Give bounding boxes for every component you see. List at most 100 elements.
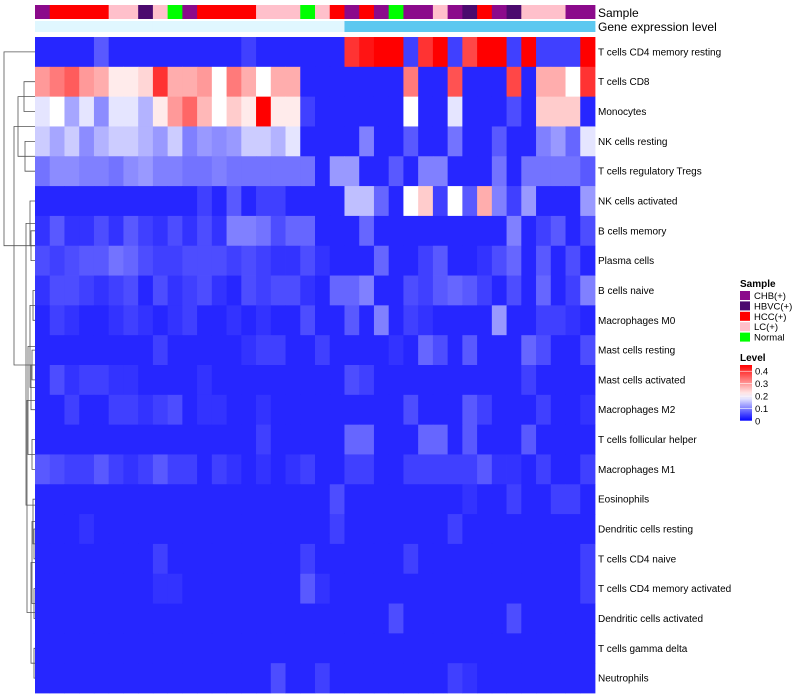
heatmap-cell [197, 96, 213, 127]
heatmap-cell [138, 424, 154, 455]
heatmap-cell [329, 305, 345, 336]
heatmap-cell [123, 663, 139, 694]
heatmap-cell [300, 484, 316, 515]
heatmap-cell [152, 245, 169, 276]
heatmap-cell [418, 126, 434, 157]
heatmap-cell [182, 37, 198, 68]
heatmap-cell [359, 37, 375, 68]
heatmap-cell [432, 633, 449, 664]
heatmap-cell [35, 335, 51, 366]
heatmap-cell [197, 186, 213, 217]
heatmap-cell [300, 603, 316, 634]
heatmap-cell [491, 603, 507, 634]
heatmap-cell [241, 514, 257, 545]
heatmap-cell [138, 514, 154, 545]
heatmap-cell [418, 215, 434, 247]
heatmap-cell [565, 305, 581, 336]
heatmap-cell [108, 454, 124, 485]
heatmap-cell [197, 365, 213, 396]
heatmap-cell [211, 543, 227, 575]
heatmap-cell [462, 514, 478, 545]
heatmap-cell [79, 663, 95, 694]
heatmap-cell [506, 454, 522, 485]
heatmap-cell [536, 66, 552, 98]
heatmap-cell [580, 663, 596, 694]
heatmap-cell [403, 156, 419, 187]
heatmap-cell [521, 126, 537, 157]
sample-annotation-cell [211, 5, 227, 19]
heatmap-cell [226, 37, 242, 68]
heatmap-cell [491, 215, 507, 247]
heatmap-cell [477, 66, 493, 98]
heatmap-cell [565, 514, 581, 545]
heatmap-cell [388, 663, 404, 694]
heatmap-cell [64, 484, 80, 515]
heatmap-cell [565, 394, 581, 426]
heatmap-cell [79, 514, 95, 545]
heatmap-cell [197, 394, 213, 426]
sample-legend-swatch [740, 301, 750, 311]
heatmap-cell [64, 245, 80, 276]
heatmap-cell [285, 335, 301, 366]
row-label: Mast cells resting [598, 346, 675, 357]
heatmap-cell [152, 126, 169, 157]
heatmap-cell [565, 126, 581, 157]
heatmap-cell [64, 186, 80, 217]
heatmap-cell [536, 245, 552, 276]
row-label: Mast cells activated [598, 375, 685, 386]
heatmap-cell [79, 66, 95, 98]
heatmap-cell [79, 394, 95, 426]
heatmap-cell [182, 454, 198, 485]
sample-annotation-cell [300, 5, 316, 19]
heatmap-cell [418, 365, 434, 396]
heatmap-cell [536, 186, 552, 217]
heatmap-cell [93, 66, 110, 98]
row-label: Plasma cells [598, 256, 654, 267]
dendrogram-branch [3, 51, 35, 247]
heatmap-cell [506, 424, 522, 455]
heatmap-cell [432, 186, 449, 217]
expression-annotation-cell [123, 21, 139, 32]
expression-annotation-cell [167, 21, 183, 32]
sample-legend: Sample CHB(+)HBVC(+)HCC(+)LC(+)Normal [740, 279, 792, 344]
heatmap-cell [64, 335, 80, 366]
heatmap-cell [167, 37, 183, 68]
heatmap-cell [123, 633, 139, 664]
heatmap-cell [167, 663, 183, 694]
heatmap-cell [329, 215, 345, 247]
heatmap-cell [359, 514, 375, 545]
heatmap-cell [123, 573, 139, 604]
heatmap-cell [182, 424, 198, 455]
heatmap-cell [241, 245, 257, 276]
heatmap-cell [344, 394, 360, 426]
heatmap-cell [491, 663, 507, 694]
heatmap-cell [447, 126, 463, 157]
heatmap-cell [388, 543, 404, 575]
heatmap-cell [359, 96, 375, 127]
heatmap-cell [403, 37, 419, 68]
sample-annotation-cell [329, 5, 345, 19]
heatmap-cell [477, 484, 493, 515]
heatmap-cell [182, 573, 198, 604]
heatmap-cell [167, 633, 183, 664]
heatmap-cell [241, 543, 257, 575]
heatmap-cell [167, 156, 183, 187]
heatmap-cell [79, 215, 95, 247]
heatmap-cell [182, 66, 198, 98]
heatmap-cell [300, 394, 316, 426]
heatmap-cell [167, 335, 183, 366]
heatmap-cell [256, 663, 272, 694]
heatmap-cell [93, 663, 110, 694]
heatmap-cell [491, 394, 507, 426]
heatmap-cell [344, 126, 360, 157]
heatmap-cell [49, 275, 65, 306]
heatmap-cell [418, 454, 434, 485]
heatmap-cell [35, 96, 51, 127]
dendrogram-branch [26, 400, 35, 613]
heatmap-cell [418, 245, 434, 276]
heatmap-cell [197, 454, 213, 485]
heatmap-cell [241, 186, 257, 217]
heatmap-cell [256, 66, 272, 98]
heatmap-cell [565, 365, 581, 396]
heatmap-cell [241, 603, 257, 634]
